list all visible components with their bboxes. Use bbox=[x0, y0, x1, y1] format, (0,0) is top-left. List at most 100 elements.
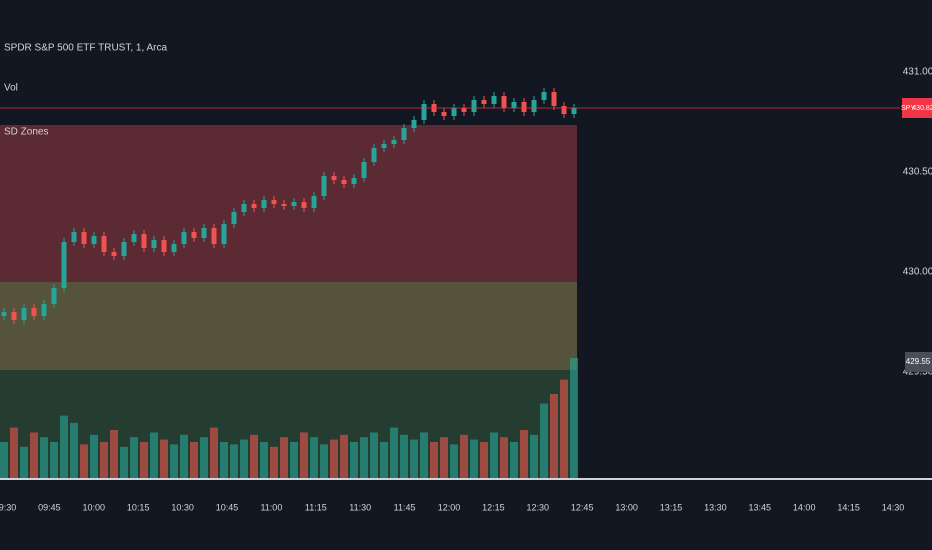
x-tick-label: 10:30 bbox=[171, 502, 194, 512]
y-tick-label: 429.50 bbox=[903, 367, 932, 378]
chart-title: SPDR S&P 500 ETF TRUST, 1, Arca bbox=[4, 43, 167, 54]
volume-bar bbox=[180, 434, 188, 478]
volume-bar bbox=[210, 427, 218, 478]
candle-body bbox=[201, 228, 207, 238]
zones bbox=[0, 125, 577, 478]
volume-bar bbox=[140, 442, 148, 478]
candle-body bbox=[151, 240, 157, 248]
volume-bar bbox=[320, 444, 328, 478]
volume-bar bbox=[570, 358, 578, 478]
volume-bar bbox=[330, 439, 338, 478]
volume-bar bbox=[500, 437, 508, 478]
candle-body bbox=[161, 240, 167, 252]
x-tick-label: 10:15 bbox=[127, 502, 150, 512]
volume-bar bbox=[290, 442, 298, 478]
volume-bar bbox=[130, 437, 138, 478]
candle-body bbox=[121, 242, 127, 256]
volume-bar bbox=[160, 439, 168, 478]
volume-bar bbox=[240, 439, 248, 478]
volume-bar bbox=[410, 439, 418, 478]
volume-bar bbox=[490, 432, 498, 478]
candle-body bbox=[71, 232, 77, 242]
volume-bar bbox=[50, 442, 58, 478]
volume-bar bbox=[520, 430, 528, 478]
candle-body bbox=[261, 200, 267, 208]
volume-bar bbox=[340, 434, 348, 478]
x-tick-label: 11:45 bbox=[394, 502, 416, 512]
x-tick-label: 13:00 bbox=[615, 502, 638, 512]
candle-body bbox=[251, 204, 257, 208]
candle-body bbox=[281, 204, 287, 206]
candle-body bbox=[181, 232, 187, 244]
candle-body bbox=[131, 234, 137, 242]
volume-bar bbox=[460, 434, 468, 478]
last-price-label: 430.82 bbox=[912, 105, 932, 112]
x-tick-label: 11:00 bbox=[260, 502, 282, 512]
crosshair-tag bbox=[905, 352, 932, 372]
volume-bar bbox=[470, 439, 478, 478]
indicator-label: Vol bbox=[4, 83, 18, 94]
candle-body bbox=[221, 224, 227, 244]
candle-body bbox=[211, 228, 217, 244]
volume-bar bbox=[200, 437, 208, 478]
volume-bar bbox=[550, 394, 558, 478]
volume-bar bbox=[190, 442, 198, 478]
zone bbox=[0, 125, 577, 282]
candle-body bbox=[21, 308, 27, 320]
x-tick-label: 11:30 bbox=[349, 502, 371, 512]
y-tick-label: 430.50 bbox=[903, 167, 932, 178]
candle-body bbox=[491, 96, 497, 104]
indicator-label: SD Zones bbox=[4, 127, 48, 138]
volume-bar bbox=[390, 427, 398, 478]
candle-body bbox=[381, 144, 387, 148]
volume-bar bbox=[260, 442, 268, 478]
candle-body bbox=[191, 232, 197, 238]
candle-body bbox=[171, 244, 177, 252]
x-tick-label: 12:15 bbox=[482, 502, 505, 512]
volume-bar bbox=[300, 432, 308, 478]
candle-body bbox=[1, 312, 7, 316]
candle-body bbox=[321, 176, 327, 196]
x-tick-label: 11:15 bbox=[305, 502, 327, 512]
crosshair-label: 429.55 bbox=[906, 357, 931, 366]
candle-body bbox=[561, 106, 567, 114]
candle-body bbox=[511, 102, 517, 108]
candle-body bbox=[231, 212, 237, 224]
x-tick-label: 13:15 bbox=[660, 502, 683, 512]
volume-bar bbox=[380, 442, 388, 478]
volume-bar bbox=[170, 444, 178, 478]
volume-bar bbox=[360, 437, 368, 478]
volume-bar bbox=[60, 415, 68, 478]
volume-bar bbox=[270, 446, 278, 478]
candle-body bbox=[551, 92, 557, 106]
candle-body bbox=[291, 202, 297, 206]
candle-body bbox=[471, 100, 477, 112]
volume-bar bbox=[110, 430, 118, 478]
volume-bar bbox=[150, 432, 158, 478]
candle-body bbox=[451, 108, 457, 116]
x-tick-label: 14:00 bbox=[793, 502, 816, 512]
x-tick-label: 12:45 bbox=[571, 502, 594, 512]
volume-bar bbox=[560, 379, 568, 478]
candle-body bbox=[271, 200, 277, 204]
volume-bar bbox=[530, 434, 538, 478]
candle-body bbox=[301, 202, 307, 208]
volume-bar bbox=[350, 442, 358, 478]
zone bbox=[0, 282, 577, 370]
x-tick-label: 12:30 bbox=[527, 502, 550, 512]
volume-bar bbox=[430, 442, 438, 478]
candles bbox=[1, 88, 577, 324]
candle-body bbox=[441, 112, 447, 116]
candle-body bbox=[141, 234, 147, 248]
volume-bar bbox=[400, 434, 408, 478]
candle-body bbox=[521, 102, 527, 112]
volume-bar bbox=[480, 442, 488, 478]
last-price-tag bbox=[902, 98, 932, 118]
volume-bar bbox=[420, 432, 428, 478]
candle-body bbox=[351, 178, 357, 184]
candle-body bbox=[241, 204, 247, 212]
volume-bar bbox=[20, 446, 28, 478]
y-tick-label: 430.00 bbox=[903, 267, 932, 278]
candle-body bbox=[51, 288, 57, 304]
